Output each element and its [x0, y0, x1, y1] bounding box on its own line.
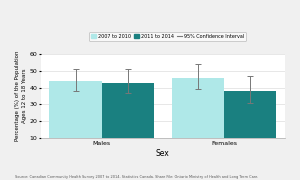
Legend: 2007 to 2010, 2011 to 2014, 95% Confidence Interval: 2007 to 2010, 2011 to 2014, 95% Confiden…	[89, 31, 246, 41]
Bar	[102, 82, 154, 154]
Bar	[172, 78, 224, 154]
Text: Source: Canadian Community Health Survey 2007 to 2014, Statistics Canada. Share : Source: Canadian Community Health Survey…	[15, 175, 258, 179]
Bar	[224, 91, 276, 154]
Bar	[50, 81, 102, 154]
X-axis label: Sex: Sex	[156, 149, 170, 158]
Y-axis label: Percentage (%) of the Population
Ages 12 to 18 Years: Percentage (%) of the Population Ages 12…	[15, 51, 27, 141]
